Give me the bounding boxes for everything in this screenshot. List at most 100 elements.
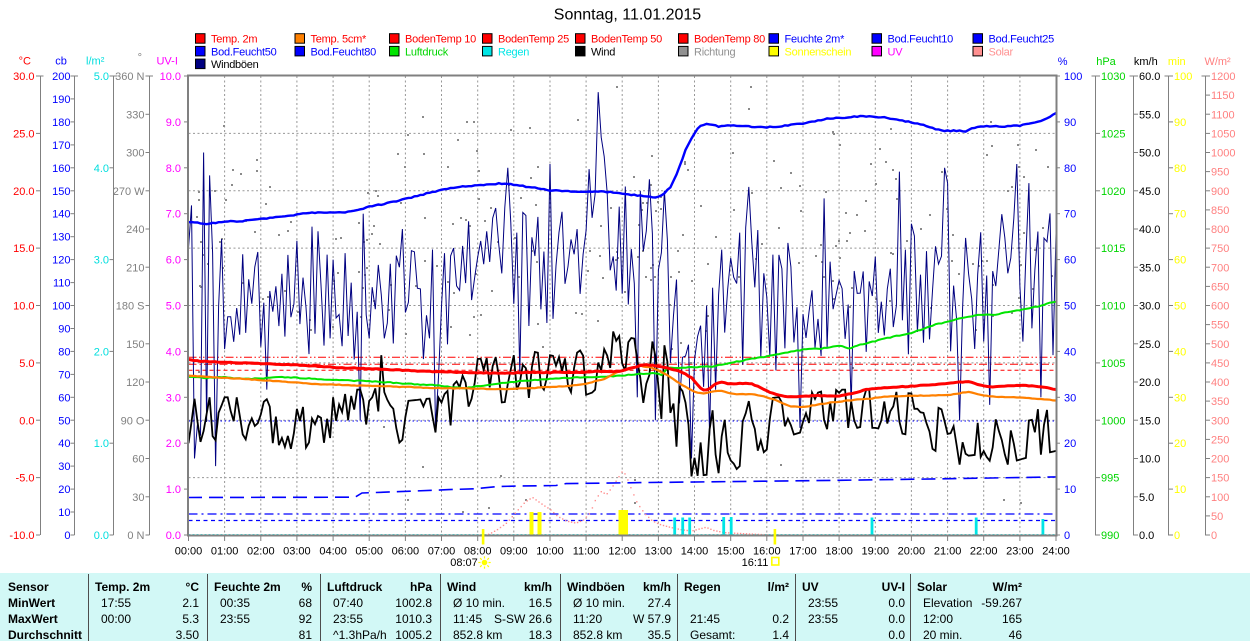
svg-text:1005.2: 1005.2 (395, 628, 432, 641)
svg-text:25.0: 25.0 (13, 128, 34, 140)
svg-text:80: 80 (1174, 163, 1186, 175)
svg-text:12:00: 12:00 (608, 546, 636, 558)
svg-text:20.0: 20.0 (1139, 377, 1160, 389)
svg-text:°C: °C (19, 56, 31, 68)
svg-text:20: 20 (58, 484, 70, 496)
svg-text:45.0: 45.0 (1139, 186, 1160, 198)
svg-text:360 N: 360 N (115, 71, 144, 83)
svg-text:750: 750 (1211, 243, 1229, 255)
svg-text:190: 190 (52, 94, 70, 106)
svg-text:22:00: 22:00 (970, 546, 998, 558)
svg-text:35.5: 35.5 (648, 628, 672, 641)
svg-text:08:00: 08:00 (464, 546, 492, 558)
svg-text:l/m²: l/m² (768, 580, 789, 594)
svg-text:15.0: 15.0 (1139, 415, 1160, 427)
svg-text:1000: 1000 (1211, 148, 1235, 160)
svg-text:4.0: 4.0 (94, 163, 109, 175)
svg-text:60: 60 (132, 454, 144, 466)
svg-text:0.0: 0.0 (888, 596, 905, 610)
svg-text:1010.3: 1010.3 (395, 612, 432, 626)
svg-text:-59.267: -59.267 (981, 596, 1022, 610)
svg-text:Sensor: Sensor (8, 580, 49, 594)
svg-text:600: 600 (1211, 301, 1229, 313)
svg-text:W/m²: W/m² (1204, 56, 1231, 68)
svg-text:1200: 1200 (1211, 71, 1235, 83)
svg-text:1002.8: 1002.8 (395, 596, 432, 610)
svg-text:852.8 km: 852.8 km (573, 628, 622, 641)
svg-text:50: 50 (58, 415, 70, 427)
svg-text:02:00: 02:00 (247, 546, 275, 558)
svg-text:150: 150 (1211, 473, 1229, 485)
svg-text:60: 60 (58, 392, 70, 404)
svg-text:330: 330 (126, 109, 144, 121)
svg-text:60: 60 (1064, 255, 1076, 267)
svg-text:0.0: 0.0 (888, 612, 905, 626)
svg-text:Ø 10 min.: Ø 10 min. (573, 596, 625, 610)
svg-text:60: 60 (1174, 255, 1186, 267)
svg-text:20 min.: 20 min. (923, 628, 962, 641)
svg-text:55.0: 55.0 (1139, 109, 1160, 121)
svg-text:120: 120 (126, 377, 144, 389)
svg-text:0 N: 0 N (127, 530, 144, 542)
svg-text:Windböen: Windböen (567, 580, 625, 594)
svg-text:50.0: 50.0 (1139, 148, 1160, 160)
svg-text:240: 240 (126, 224, 144, 236)
svg-text:70: 70 (1174, 209, 1186, 221)
svg-text:km/h: km/h (524, 580, 552, 594)
svg-text:130: 130 (52, 232, 70, 244)
svg-text:00:00: 00:00 (175, 546, 203, 558)
svg-text:08:07: 08:07 (450, 557, 478, 569)
svg-text:18:00: 18:00 (825, 546, 853, 558)
svg-text:^1.3hPa/h: ^1.3hPa/h (333, 628, 387, 641)
svg-text:Elevation: Elevation (923, 596, 972, 610)
svg-text:1.0: 1.0 (94, 438, 109, 450)
svg-text:Solar: Solar (989, 46, 1014, 58)
svg-text:27.4: 27.4 (648, 596, 672, 610)
svg-text:80: 80 (1064, 163, 1076, 175)
svg-text:40: 40 (58, 438, 70, 450)
svg-text:25.0: 25.0 (1139, 339, 1160, 351)
svg-text:10.0: 10.0 (160, 71, 181, 83)
svg-text:km/h: km/h (643, 580, 671, 594)
svg-text:UV: UV (888, 46, 904, 58)
svg-text:23:55: 23:55 (220, 612, 250, 626)
svg-text:1100: 1100 (1211, 109, 1235, 121)
svg-text:30.0: 30.0 (1139, 301, 1160, 313)
svg-text:06:00: 06:00 (392, 546, 420, 558)
svg-text:10: 10 (58, 507, 70, 519)
svg-text:Feuchte 2m: Feuchte 2m (214, 580, 281, 594)
svg-text:165: 165 (1002, 612, 1022, 626)
svg-text:UV-I: UV-I (156, 56, 177, 68)
svg-text:150: 150 (126, 339, 144, 351)
svg-text:04:00: 04:00 (319, 546, 347, 558)
svg-text:200: 200 (1211, 454, 1229, 466)
svg-text:23:55: 23:55 (333, 612, 363, 626)
svg-text:11:20: 11:20 (573, 612, 602, 626)
svg-text:cb: cb (55, 56, 67, 68)
svg-text:Regen: Regen (684, 580, 721, 594)
svg-text:0.2: 0.2 (772, 612, 789, 626)
svg-text:07:40: 07:40 (333, 596, 363, 610)
svg-text:05:00: 05:00 (355, 546, 383, 558)
svg-text:17:55: 17:55 (101, 596, 131, 610)
svg-text:8.0: 8.0 (166, 163, 181, 175)
svg-text:16:11: 16:11 (742, 557, 769, 569)
svg-text:20:00: 20:00 (898, 546, 926, 558)
svg-text:180 S: 180 S (116, 301, 145, 313)
svg-text:40: 40 (1064, 346, 1076, 358)
svg-text:4.0: 4.0 (166, 346, 181, 358)
svg-text:00:35: 00:35 (220, 596, 250, 610)
svg-text:°: ° (138, 52, 142, 64)
svg-text:14:00: 14:00 (681, 546, 709, 558)
svg-text:160: 160 (52, 163, 70, 175)
svg-text:900: 900 (1211, 186, 1229, 198)
svg-text:1.0: 1.0 (166, 484, 181, 496)
svg-text:200: 200 (52, 71, 70, 83)
svg-text:23:55: 23:55 (808, 612, 838, 626)
svg-text:110: 110 (53, 278, 71, 290)
svg-text:0: 0 (1064, 530, 1070, 542)
svg-text:Windböen: Windböen (211, 59, 259, 71)
svg-text:24:00: 24:00 (1042, 546, 1070, 558)
svg-text:5.0: 5.0 (19, 358, 34, 370)
svg-text:km/h: km/h (1134, 56, 1158, 68)
